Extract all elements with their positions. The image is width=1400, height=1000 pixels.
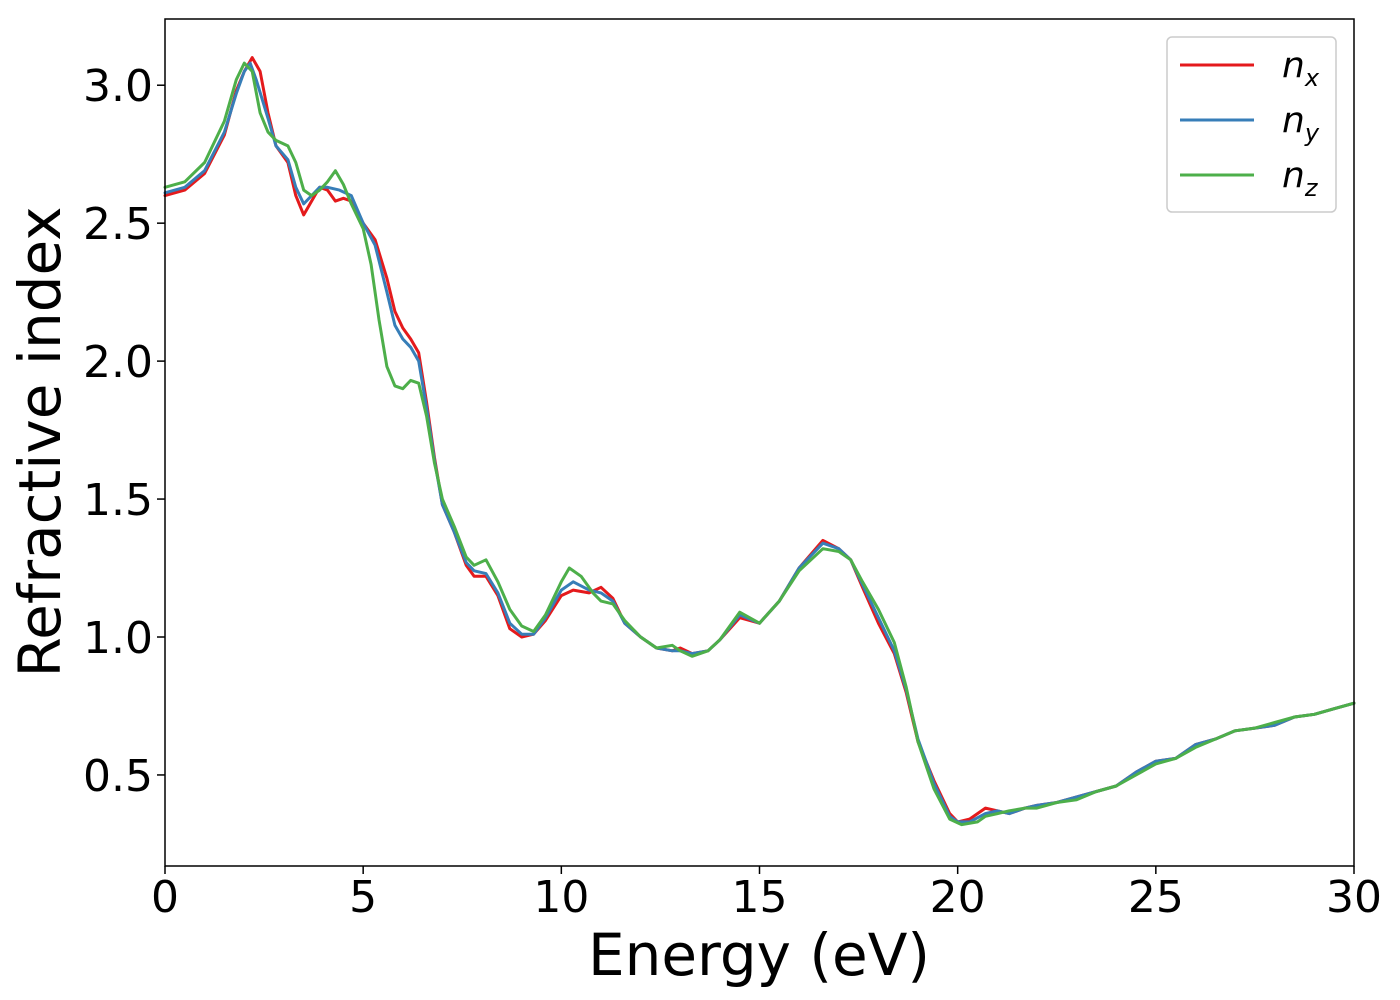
x-axis-title: Energy (eV) xyxy=(588,921,930,989)
x-tick-label: 30 xyxy=(1326,872,1382,923)
y-tick-label: 2.5 xyxy=(83,199,153,250)
y-tick-label: 2.0 xyxy=(83,337,153,388)
series-layer xyxy=(163,56,1356,827)
x-tick-label: 10 xyxy=(533,872,589,923)
legend: nx ny nz xyxy=(1166,36,1337,213)
legend-label-y: ny xyxy=(1282,100,1320,147)
y-tick-label: 1.5 xyxy=(83,475,153,526)
series-line-z xyxy=(163,61,1356,827)
x-tick-label: 25 xyxy=(1128,872,1184,923)
y-tick-label: 1.0 xyxy=(83,613,153,664)
x-axis-ticks: 0 5 10 15 20 25 30 xyxy=(151,866,1382,923)
x-tick-label: 5 xyxy=(349,872,377,923)
x-tick-label: 15 xyxy=(732,872,788,923)
y-tick-label: 0.5 xyxy=(83,751,153,802)
x-tick-label: 20 xyxy=(930,872,986,923)
y-tick-label: 3.0 xyxy=(83,61,153,112)
x-tick-label: 0 xyxy=(151,872,179,923)
legend-label-z: nz xyxy=(1282,155,1319,202)
legend-box xyxy=(1166,36,1337,213)
y-axis-title: Refractive index xyxy=(6,206,74,677)
y-axis-ticks: 0.5 1.0 1.5 2.0 2.5 3.0 xyxy=(83,61,165,802)
legend-label-x: nx xyxy=(1282,45,1320,92)
